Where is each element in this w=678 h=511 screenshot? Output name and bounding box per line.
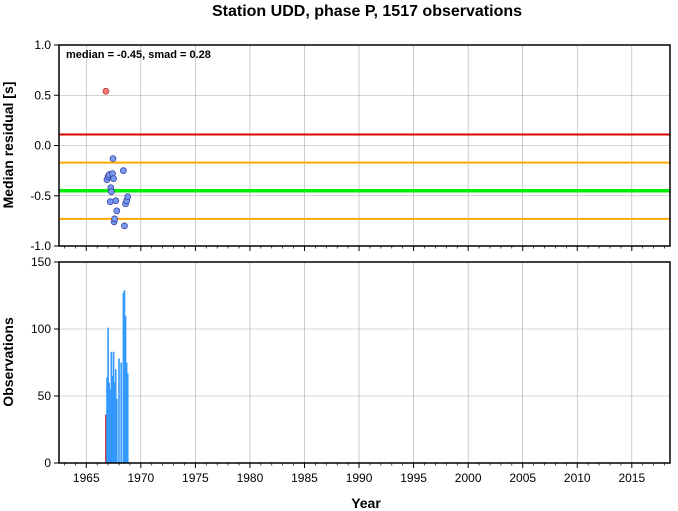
observations-x-ticks: 1965 1970 1975 1980 1985 1990 1995 2000 2005 2010… (64, 463, 665, 485)
residual-point (121, 222, 128, 230)
x-tick-label: 1995 (400, 471, 427, 485)
y-tick-label: 150 (31, 255, 51, 269)
observations-y-axis-label: Observations (0, 317, 16, 407)
observation-bar (110, 351, 113, 463)
residual-point (111, 215, 118, 223)
x-tick-label: 1970 (127, 471, 154, 485)
observation-bar (124, 315, 127, 463)
y-tick-label: 100 (31, 322, 51, 336)
y-tick-label: 0.0 (34, 139, 51, 153)
outlier-point (102, 87, 110, 95)
residual-y-axis-label: Median residual [s] (0, 82, 16, 209)
observation-bar (125, 362, 128, 463)
observation-bar (107, 327, 109, 463)
observation-bar (114, 369, 117, 463)
observation-bar (111, 375, 114, 463)
residual-point (106, 198, 114, 206)
residual-points (102, 87, 132, 230)
residual-point (112, 197, 120, 205)
x-tick-label: 2010 (564, 471, 591, 485)
observation-bar (123, 290, 126, 463)
observation-bar (120, 362, 122, 463)
chart-title: Station UDD, phase P, 1517 observations (212, 3, 522, 20)
x-tick-label: 1985 (291, 471, 318, 485)
residual-point (109, 155, 117, 162)
x-tick-label: 2015 (618, 471, 645, 485)
observation-bar (108, 382, 110, 463)
y-tick-label: 1.0 (34, 38, 51, 52)
observation-bar (118, 358, 120, 463)
residual-gridlines (59, 44, 670, 247)
residual-point (124, 193, 132, 201)
observation-bar (113, 382, 116, 463)
observation-bar (112, 351, 115, 463)
x-tick-label: 2000 (455, 471, 482, 485)
residual-point (113, 207, 121, 215)
y-tick-label: 0.5 (34, 88, 51, 102)
y-tick-label: -0.5 (30, 189, 51, 203)
residual-x-ticks (64, 246, 665, 251)
observations-y-ticks: 0 50 100 150 (31, 255, 59, 470)
observations-bars (105, 290, 129, 463)
y-tick-label: 0 (44, 456, 51, 470)
observation-bar (105, 414, 107, 463)
residual-y-ticks: -1.0 -0.5 0.0 0.5 1.0 (30, 38, 59, 253)
x-tick-label: 2005 (509, 471, 536, 485)
observations-gridlines (59, 261, 670, 464)
x-tick-label: 1975 (182, 471, 209, 485)
residual-point (110, 175, 117, 183)
y-tick-label: -1.0 (30, 239, 51, 253)
residual-stats-annotation: median = -0.45, smad = 0.28 (66, 49, 211, 61)
residual-point (108, 188, 115, 196)
residual-point (120, 167, 127, 174)
x-axis-label: Year (351, 495, 381, 511)
x-tick-label: 1980 (237, 471, 264, 485)
observations-panel: 0 50 100 150 1965 1970 1975 1980 1985 1990 1995 20… (0, 255, 671, 511)
x-tick-label: 1965 (73, 471, 100, 485)
observation-bar (106, 377, 108, 463)
observation-bar (116, 398, 118, 463)
observations-panel-frame (58, 261, 671, 464)
residual-reference-lines (59, 133, 670, 220)
y-tick-label: 50 (38, 389, 52, 403)
x-tick-label: 1990 (346, 471, 373, 485)
observation-bar (109, 389, 112, 463)
residual-panel: -1.0 -0.5 0.0 0.5 1.0 median = -0.45, smad =… (0, 38, 671, 253)
observation-bar (122, 292, 125, 463)
observation-bar (126, 373, 129, 463)
